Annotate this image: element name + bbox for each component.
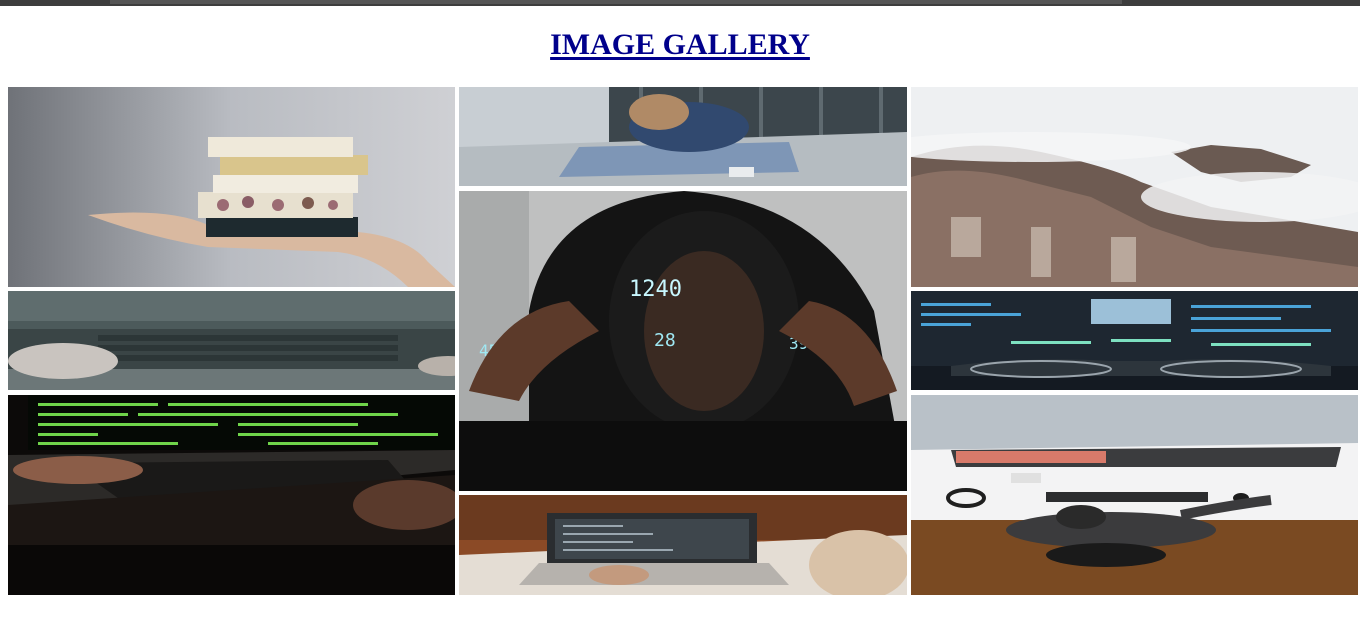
svg-text:28: 28	[654, 330, 676, 351]
browser-top-bar	[0, 0, 1360, 6]
misty-mountains-photo[interactable]	[911, 87, 1358, 287]
gallery-header: IMAGE GALLERY	[0, 28, 1360, 62]
laptop-desk-photo[interactable]	[459, 495, 907, 595]
top-bar-inner	[110, 0, 1122, 4]
green-terminal-laptop-photo[interactable]	[8, 395, 455, 595]
workspace-overhead-photo[interactable]	[911, 395, 1358, 595]
hooded-man-code-photo[interactable]: 1240 28 45 3 39 12	[459, 191, 907, 491]
woman-stairs-photo[interactable]	[459, 87, 907, 186]
soap-stack-photo[interactable]	[8, 87, 455, 287]
gallery-title-link[interactable]: IMAGE GALLERY	[550, 28, 810, 61]
code-monitor-glasses-photo[interactable]	[911, 291, 1358, 390]
svg-text:1240: 1240	[629, 277, 682, 302]
laptop-keyboard-photo[interactable]	[8, 291, 455, 390]
